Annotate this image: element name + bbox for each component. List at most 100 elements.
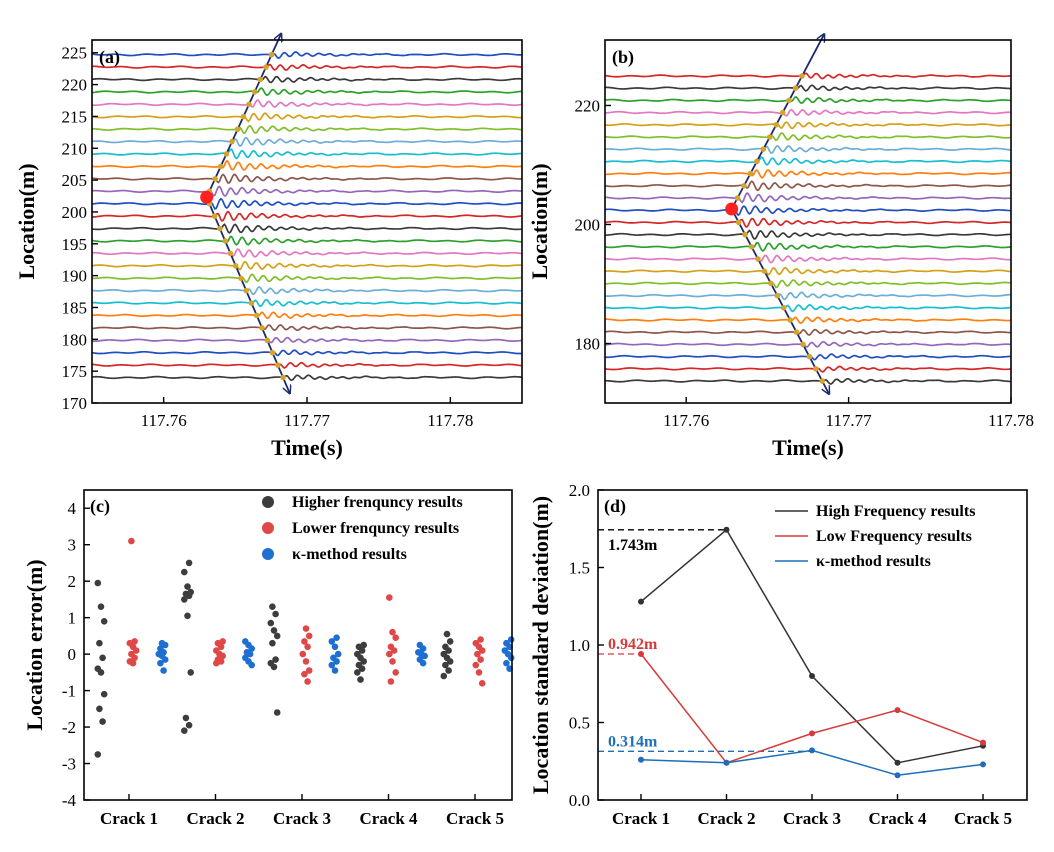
scatter-point xyxy=(443,630,451,638)
plot-frame xyxy=(83,489,513,801)
upper-wave-front-arrow xyxy=(730,34,825,210)
scatter-point xyxy=(389,658,396,665)
x-category-label: Crack 3 xyxy=(273,809,331,828)
scatter-point xyxy=(328,638,336,645)
scatter-point xyxy=(97,669,105,676)
panel-b-waveforms: 180 200 220 117.76 117.77 117.78 Time(s) Locati… xyxy=(527,34,1034,460)
plot-frame xyxy=(91,39,523,404)
scatter-point xyxy=(387,678,395,685)
arrival-pick-9 xyxy=(768,280,774,287)
scatter-point xyxy=(161,656,169,663)
arrival-pick-4 xyxy=(264,337,271,344)
scatter-point xyxy=(99,718,106,725)
series-point xyxy=(638,756,644,763)
waveform-trace-22 xyxy=(605,121,1011,130)
waveform-trace-13 xyxy=(92,223,522,234)
x-tick-label: 117.77 xyxy=(284,411,331,430)
y-tick-label: 180 xyxy=(62,330,88,349)
arrival-pick-20 xyxy=(760,146,767,152)
waveform-trace-1 xyxy=(92,374,522,382)
arrival-pick-19 xyxy=(223,151,230,157)
waveform-trace-8 xyxy=(605,291,1011,301)
scatter-point xyxy=(392,669,400,676)
arrival-pick-14 xyxy=(735,219,742,226)
waveform-trace-12 xyxy=(92,235,522,246)
source-location-marker xyxy=(200,190,214,204)
scatter-point xyxy=(213,659,220,667)
scatter-point xyxy=(478,647,486,654)
y-tick-label: 220 xyxy=(62,76,88,95)
waveform-trace-18 xyxy=(605,169,1011,179)
arrival-pick-2 xyxy=(275,362,281,368)
arrival-pick-27 xyxy=(268,51,275,58)
scatter-point xyxy=(358,665,366,672)
waveform-trace-11 xyxy=(605,254,1011,264)
legend-label: Higher frenquncy results xyxy=(292,494,463,511)
panel-c-location-error: -4 -3 -2 -1 0 1 2 3 4 Crack 1 Crack 2 Crack 3 Crack … xyxy=(22,489,515,828)
scatter-point xyxy=(357,676,364,683)
legend-marker xyxy=(262,522,274,534)
legend-label: Lower frenquncy results xyxy=(292,520,459,537)
x-tick-label: 117.76 xyxy=(141,411,187,430)
scatter-point xyxy=(267,619,275,627)
scatter-point xyxy=(474,650,481,658)
y-tick-label: 0 xyxy=(68,645,77,664)
legend-label: High Frequency results xyxy=(816,503,975,520)
y-tick-label: 1.0 xyxy=(569,636,590,655)
scatter-point xyxy=(445,667,452,674)
panel-label: (b) xyxy=(612,47,634,68)
scatter-point xyxy=(185,592,193,600)
scatter-point xyxy=(246,650,254,658)
arrival-pick-20 xyxy=(229,138,235,145)
scatter-point xyxy=(305,632,313,640)
y-tick-label: 205 xyxy=(62,171,88,190)
arrival-pick-23 xyxy=(779,109,786,116)
legend-label: κ-method results xyxy=(816,553,931,570)
x-category-label: Crack 4 xyxy=(868,809,927,828)
waveform-trace-5 xyxy=(92,324,522,332)
arrival-pick-17 xyxy=(212,176,218,182)
y-tick-label: -1 xyxy=(62,682,76,701)
series-point xyxy=(809,673,815,679)
panel-a-waveforms: 170 175 180 185 190 195 200 205 210 215 220 225 117.… xyxy=(14,34,523,460)
scatter-point xyxy=(446,638,454,645)
scatter-point xyxy=(131,654,138,662)
scatter-point xyxy=(299,650,307,658)
scatter-point xyxy=(477,636,484,643)
y-axis-title: Location standard deviation(m) xyxy=(528,496,553,794)
arrival-pick-7 xyxy=(780,305,787,311)
scatter-point xyxy=(304,643,311,651)
source-location-marker xyxy=(725,202,739,216)
scatter-point xyxy=(421,652,429,660)
arrival-pick-21 xyxy=(234,126,241,132)
arrival-pick-17 xyxy=(741,183,747,189)
y-tick-label: 0.5 xyxy=(569,714,590,733)
scatter-point xyxy=(273,632,281,640)
series-point xyxy=(638,651,644,657)
scatter-point xyxy=(440,672,448,680)
y-tick-label: 0.0 xyxy=(569,791,590,810)
scatter-point xyxy=(389,628,396,636)
waveform-trace-19 xyxy=(92,148,522,160)
x-tick-label: 117.76 xyxy=(663,411,709,430)
scatter-point xyxy=(273,709,281,716)
scatter-point xyxy=(94,751,102,758)
x-tick-label: 117.78 xyxy=(427,411,473,430)
waveform-trace-6 xyxy=(92,311,522,320)
waveform-trace-14 xyxy=(92,210,522,222)
scatter-point xyxy=(97,603,105,610)
scatter-point xyxy=(334,650,342,658)
y-tick-label: 175 xyxy=(62,362,88,381)
y-tick-label: 1.5 xyxy=(569,559,590,578)
arrival-pick-2 xyxy=(813,366,819,372)
scatter-point xyxy=(360,658,368,665)
scatter-point xyxy=(475,669,483,676)
arrival-pick-18 xyxy=(217,163,224,170)
legend-marker xyxy=(262,548,274,560)
series-point xyxy=(723,526,730,533)
scatter-point xyxy=(99,654,106,662)
scatter-point xyxy=(478,680,486,687)
scatter-point xyxy=(96,705,103,713)
y-tick-label: 1 xyxy=(68,609,77,628)
